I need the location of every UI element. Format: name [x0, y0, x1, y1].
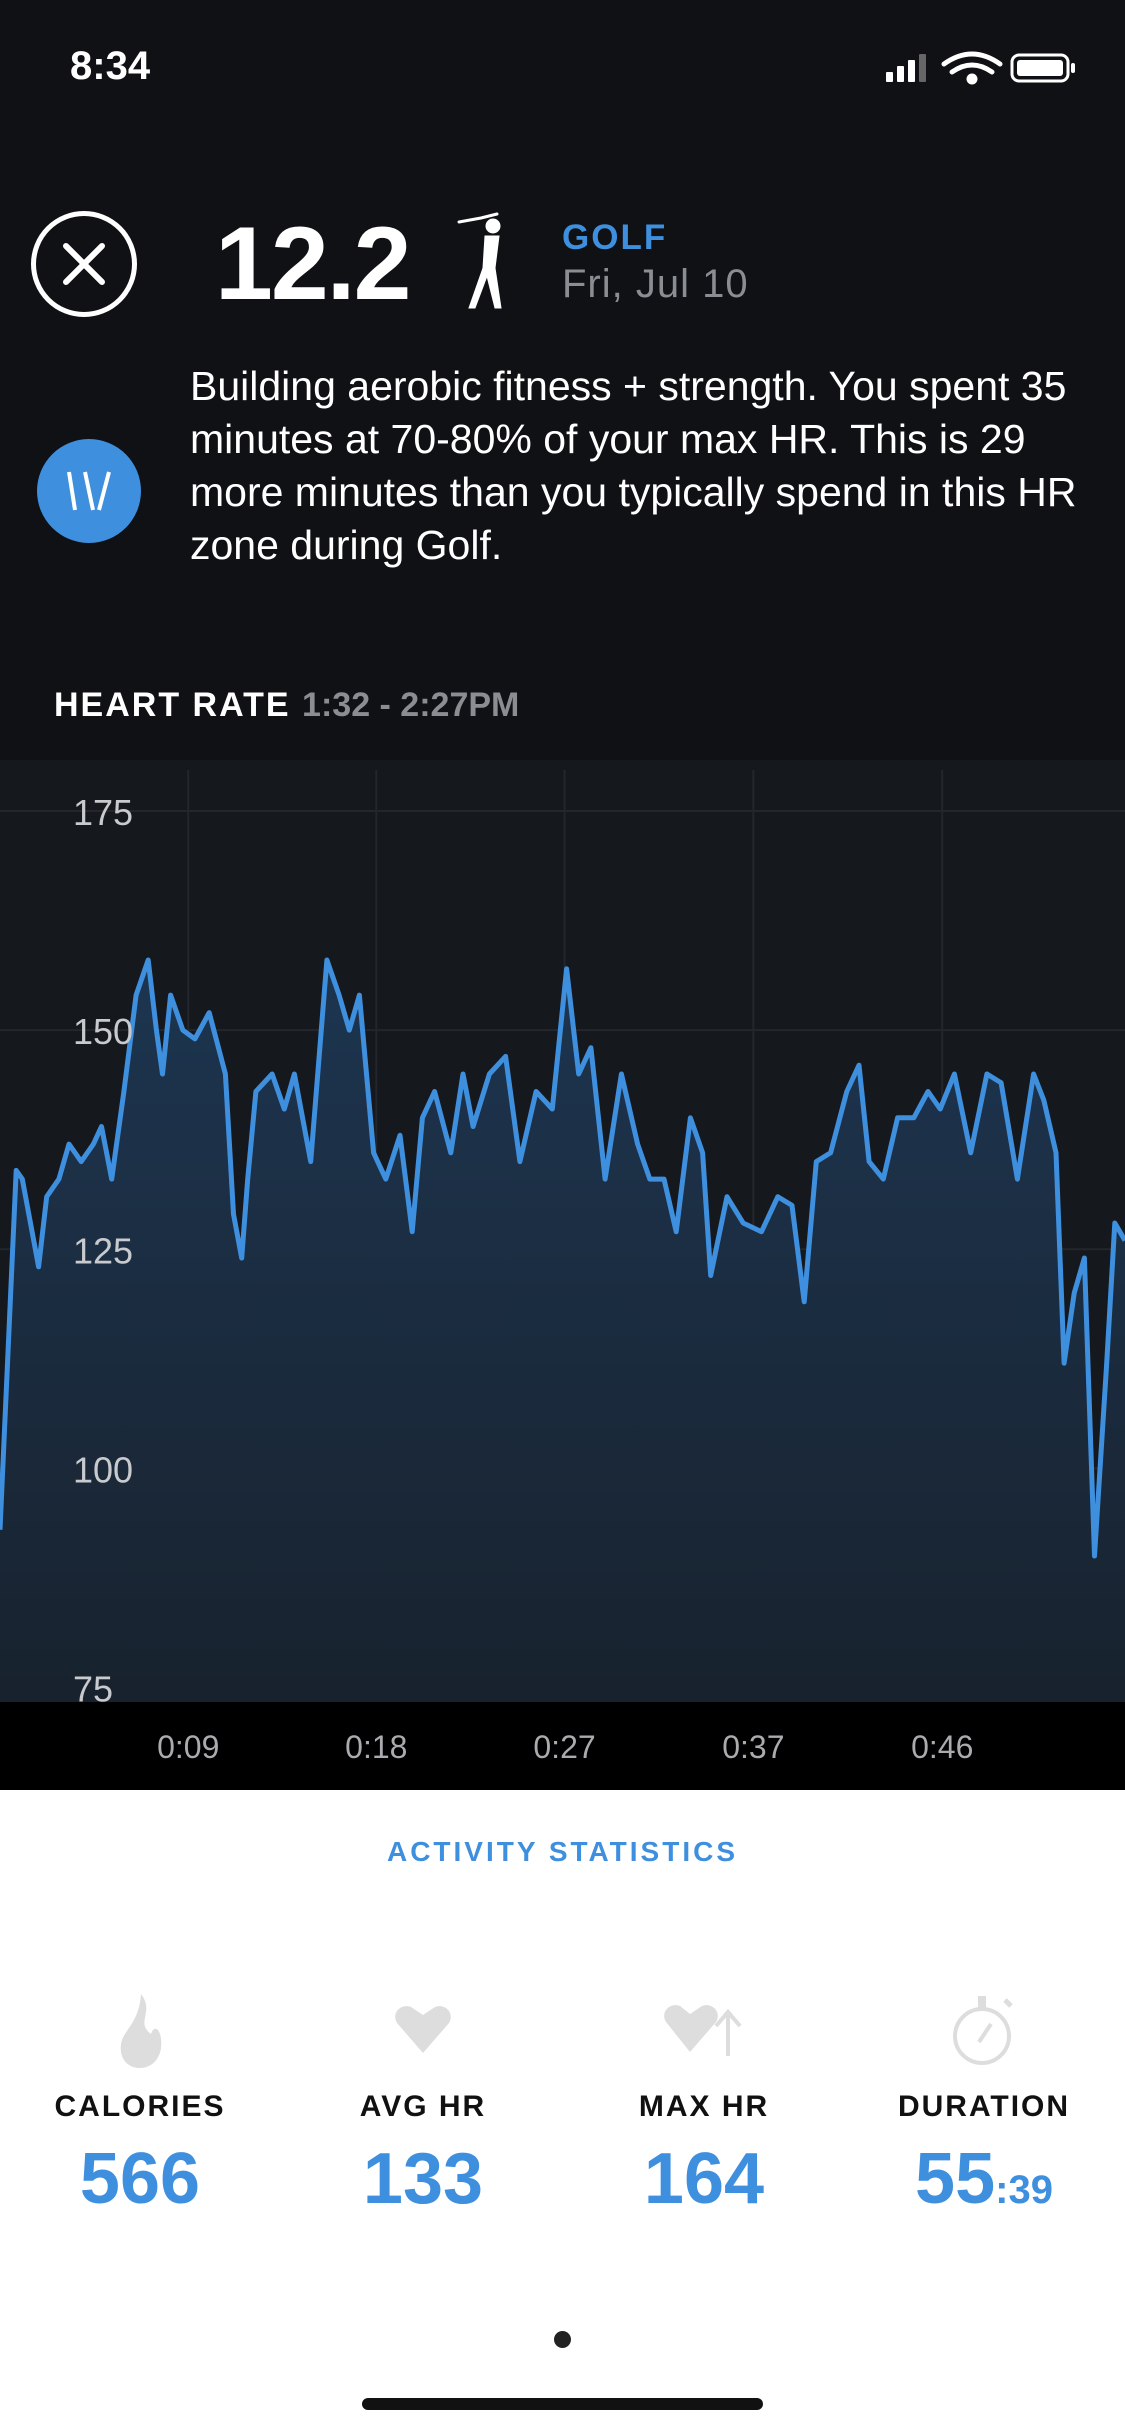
heart-rate-chart[interactable]: 175 150 125 100 75 0:09 0:18 0:27 0:37 0:46	[0, 760, 1125, 1790]
status-time: 8:34	[70, 44, 151, 88]
sport-label: GOLF	[562, 218, 668, 257]
x-tick-label: 0:18	[345, 1729, 407, 1765]
stat-label: DURATION	[897, 2090, 1071, 2123]
stat-value: 55:39	[915, 2139, 1053, 2219]
stat-avg-hr: AVG HR 133	[283, 1990, 563, 2220]
y-tick-label: 150	[73, 1011, 133, 1052]
status-icons	[886, 51, 1075, 85]
stat-value: 164	[643, 2139, 765, 2219]
stat-label: CALORIES	[54, 2090, 226, 2123]
y-tick-label: 100	[73, 1449, 133, 1490]
y-tick-label: 125	[73, 1230, 133, 1271]
whoop-logo-icon	[37, 439, 141, 543]
activity-date: Fri, Jul 10	[562, 262, 749, 306]
battery-icon	[1010, 53, 1075, 83]
x-tick-label: 0:09	[157, 1729, 219, 1765]
heart-icon	[395, 2006, 451, 2053]
y-tick-label: 175	[73, 792, 133, 833]
heart-rate-time-range: 1:32 - 2:27PM	[302, 686, 520, 724]
heart-rate-title: HEART RATE 1:32 - 2:27PM	[54, 686, 519, 725]
stat-value: 566	[79, 2139, 201, 2219]
stat-duration: DURATION 55:39	[844, 1990, 1124, 2220]
wifi-icon	[941, 51, 1003, 85]
heart-up-icon	[664, 2005, 742, 2056]
stat-label: AVG HR	[359, 2090, 487, 2123]
x-tick-label: 0:46	[911, 1729, 973, 1765]
home-indicator[interactable]	[362, 2398, 763, 2410]
signal-icon	[886, 54, 926, 82]
stat-calories: CALORIES 566	[0, 1990, 280, 2220]
close-icon	[63, 243, 105, 285]
stopwatch-icon	[953, 1996, 1013, 2065]
golfer-icon	[457, 212, 502, 309]
heart-rate-label: HEART RATE	[54, 686, 291, 724]
stat-label: MAX HR	[638, 2090, 770, 2123]
page-indicator[interactable]	[554, 2331, 571, 2348]
strain-score: 12.2	[215, 206, 411, 322]
close-button[interactable]	[31, 211, 137, 317]
x-tick-label: 0:37	[722, 1729, 784, 1765]
hr-area	[0, 960, 1125, 1702]
stat-value: 133	[362, 2139, 484, 2219]
flame-icon	[120, 1994, 162, 2068]
stat-max-hr: MAX HR 164	[564, 1990, 844, 2220]
x-axis-band	[0, 1702, 1125, 1790]
insight-text: Building aerobic fitness + strength. You…	[190, 363, 1077, 568]
activity-statistics-title: ACTIVITY STATISTICS	[386, 1836, 738, 1867]
y-tick-label: 75	[73, 1669, 113, 1710]
hr-line	[0, 957, 1125, 1559]
x-tick-label: 0:27	[533, 1729, 595, 1765]
